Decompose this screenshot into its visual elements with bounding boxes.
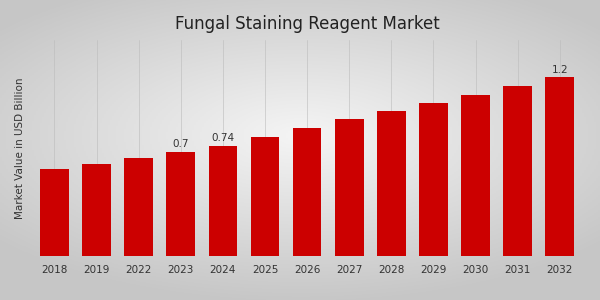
Bar bbox=[40, 169, 69, 256]
Y-axis label: Market Value in USD Billion: Market Value in USD Billion bbox=[15, 77, 25, 219]
Title: Fungal Staining Reagent Market: Fungal Staining Reagent Market bbox=[175, 15, 439, 33]
Bar bbox=[377, 112, 406, 256]
Bar bbox=[82, 164, 111, 256]
Bar bbox=[209, 146, 237, 256]
Bar bbox=[461, 95, 490, 256]
Bar bbox=[251, 137, 279, 256]
Bar bbox=[166, 152, 195, 256]
Text: 0.74: 0.74 bbox=[211, 134, 235, 143]
Bar bbox=[545, 77, 574, 256]
Bar bbox=[293, 128, 322, 256]
Bar bbox=[335, 119, 364, 256]
Text: 0.7: 0.7 bbox=[173, 140, 189, 149]
Bar bbox=[419, 103, 448, 256]
Bar bbox=[503, 86, 532, 256]
Bar bbox=[124, 158, 153, 256]
Text: 1.2: 1.2 bbox=[551, 65, 568, 75]
